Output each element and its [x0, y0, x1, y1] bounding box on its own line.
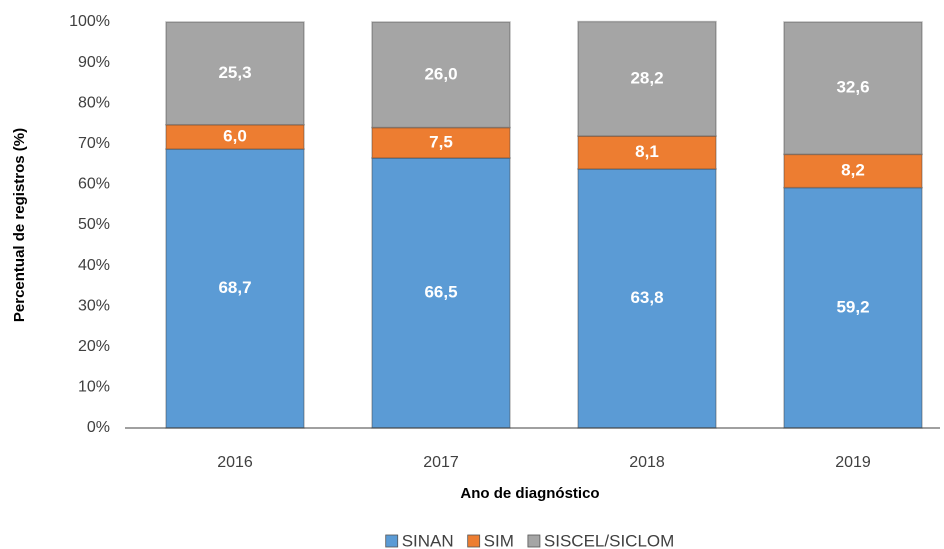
y-tick-label: 90% — [78, 54, 110, 71]
y-tick-label: 60% — [78, 176, 110, 193]
legend-label: SINAN — [402, 531, 454, 549]
y-tick-label: 70% — [78, 135, 110, 152]
value-label: 63,8 — [630, 288, 663, 307]
bar-segment — [577, 20, 717, 137]
y-tick-label: 0% — [87, 419, 110, 436]
x-tick-label: 2017 — [423, 454, 459, 471]
value-label: 68,7 — [218, 278, 251, 297]
legend-swatch — [527, 534, 541, 548]
legend-swatch — [467, 534, 481, 548]
bar-segment — [165, 123, 305, 150]
y-tick-label: 30% — [78, 297, 110, 314]
value-label: 32,6 — [836, 78, 869, 97]
legend-label: SIM — [484, 531, 514, 549]
value-label: 59,2 — [836, 297, 869, 316]
x-tick-label: 2016 — [217, 454, 253, 471]
value-label: 25,3 — [218, 63, 251, 82]
bar-segment — [371, 21, 511, 129]
bar-segment — [783, 21, 923, 156]
value-label: 8,1 — [635, 142, 659, 161]
y-tick-label: 40% — [78, 257, 110, 274]
legend-label: SISCEL/SICLOM — [544, 531, 674, 549]
value-label: 26,0 — [424, 64, 457, 83]
x-axis-title: Ano de diagnóstico — [460, 485, 599, 502]
legend-swatch — [385, 534, 399, 548]
value-label: 66,5 — [424, 282, 457, 301]
y-tick-label: 50% — [78, 216, 110, 233]
value-label: 28,2 — [630, 68, 663, 87]
bar-segment — [783, 186, 923, 429]
bar-segment — [577, 135, 717, 170]
y-tick-label: 20% — [78, 338, 110, 355]
x-tick-label: 2019 — [835, 454, 871, 471]
y-tick-label: 80% — [78, 94, 110, 111]
y-tick-label: 100% — [69, 13, 110, 30]
bar-segment — [165, 21, 305, 126]
bar-segment — [165, 148, 305, 429]
value-label: 8,2 — [841, 160, 865, 179]
bar-segment — [371, 126, 511, 159]
value-label: 7,5 — [429, 132, 453, 151]
bar-segment — [371, 157, 511, 429]
value-label: 6,0 — [223, 126, 247, 145]
y-axis-title: Percentual de registros (%) — [11, 128, 28, 322]
bar-segment — [783, 153, 923, 189]
x-tick-label: 2018 — [629, 454, 665, 471]
y-tick-label: 10% — [78, 379, 110, 396]
